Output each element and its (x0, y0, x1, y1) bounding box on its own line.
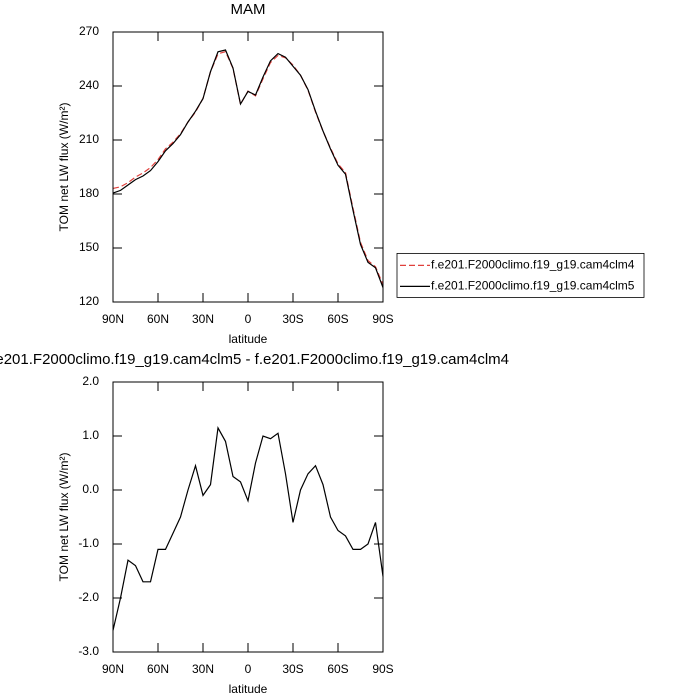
y-tick-label: 120 (79, 294, 99, 308)
x-tick-label: 30S (282, 662, 303, 676)
x-tick-label: 90S (372, 662, 393, 676)
y-tick-label: 2.0 (82, 374, 99, 388)
x-tick-label: 60S (327, 662, 348, 676)
x-tick-label: 60N (147, 312, 169, 326)
legend-box (396, 252, 645, 298)
y-tick-label: 150 (79, 240, 99, 254)
x-tick-label: 30N (192, 662, 214, 676)
y-axis-label: TOM net LW flux (W/m²) (57, 453, 71, 582)
x-tick-label: 90N (102, 662, 124, 676)
data-line (112, 50, 384, 285)
data-line (112, 49, 384, 288)
x-tick-label: 60S (327, 312, 348, 326)
y-tick-label: -3.0 (78, 644, 99, 658)
legend-label: f.e201.F2000climo.f19_g19.cam4clm5 (431, 279, 635, 293)
y-tick-label: -2.0 (78, 590, 99, 604)
x-tick-label: 60N (147, 662, 169, 676)
y-tick-label: -1.0 (78, 536, 99, 550)
x-axis-label: latitude (229, 682, 268, 696)
x-tick-label: 0 (245, 662, 252, 676)
x-tick-label: 30S (282, 312, 303, 326)
chart-title: MAM (231, 1, 266, 18)
chart-title: f.e201.F2000climo.f19_g19.cam4clm5 - f.e… (0, 351, 509, 368)
y-tick-label: 0.0 (82, 482, 99, 496)
plot-frame (112, 381, 384, 653)
data-line (112, 426, 384, 631)
chart: f.e201.F2000climo.f19_g19.cam4clm5 - f.e… (0, 351, 509, 696)
x-tick-label: 0 (245, 312, 252, 326)
y-tick-label: 240 (79, 78, 99, 92)
chart: MAM latitude TOM net LW flux (W/m²) 120 150 1… (57, 1, 645, 346)
y-tick-label: 180 (79, 186, 99, 200)
plot-frame (112, 31, 384, 303)
x-axis-label: latitude (229, 332, 268, 346)
y-axis-label: TOM net LW flux (W/m²) (57, 103, 71, 232)
x-tick-label: 90N (102, 312, 124, 326)
y-tick-label: 270 (79, 24, 99, 38)
x-tick-label: 90S (372, 312, 393, 326)
x-tick-label: 30N (192, 312, 214, 326)
y-tick-label: 210 (79, 132, 99, 146)
legend-label: f.e201.F2000climo.f19_g19.cam4clm4 (431, 258, 635, 272)
y-tick-label: 1.0 (82, 428, 99, 442)
